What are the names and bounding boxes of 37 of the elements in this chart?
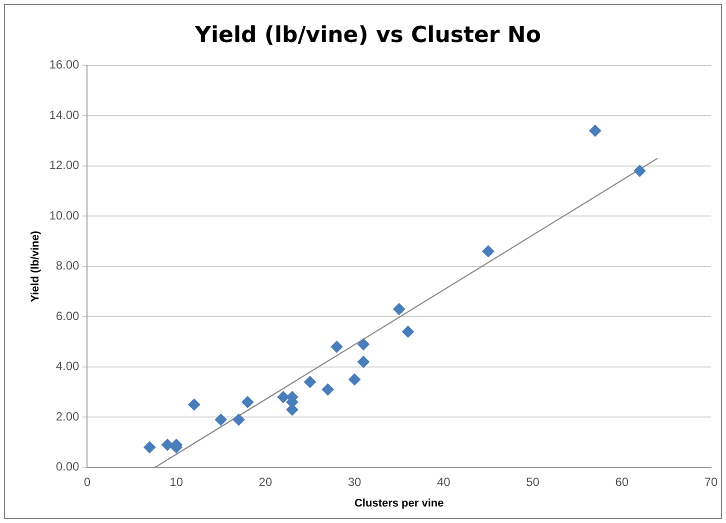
point — [214, 414, 227, 426]
chart-title: Yield (lb/vine) vs Cluster No — [194, 22, 541, 48]
point — [393, 303, 406, 316]
y-tick-label: 16.00 — [49, 58, 80, 72]
point — [322, 384, 334, 396]
y-tick-label: 0.00 — [56, 460, 80, 474]
x-tick-label: 40 — [436, 474, 451, 489]
point — [402, 326, 414, 338]
y-tick-label: 8.00 — [56, 258, 80, 273]
y-tick-label: 12.00 — [49, 158, 80, 172]
x-tick-label: 70 — [704, 474, 718, 489]
y-tick-label: 6.00 — [56, 308, 80, 323]
point — [188, 398, 200, 411]
y-tick-label: 10.00 — [49, 208, 80, 222]
x-tick-label: 30 — [348, 474, 362, 489]
x-tick-label: 10 — [170, 474, 184, 489]
point — [330, 340, 343, 353]
x-tick-label: 0 — [84, 474, 91, 489]
y-tick-label: 14.00 — [49, 108, 80, 122]
x-axis-title: Clusters per vine — [354, 497, 444, 510]
point — [482, 245, 494, 258]
point — [348, 373, 361, 386]
point — [144, 441, 156, 454]
x-tick-label: 20 — [258, 474, 272, 489]
y-tick-label: 2.00 — [56, 409, 80, 424]
point — [634, 164, 646, 177]
point — [304, 376, 316, 388]
point — [357, 356, 370, 368]
x-tick-label: 50 — [526, 474, 540, 489]
y-axis-title: Yield (lb/vine) — [30, 230, 42, 302]
y-tick-label: 4.00 — [56, 359, 80, 374]
point — [242, 396, 254, 408]
point — [277, 391, 290, 404]
point — [357, 338, 370, 350]
point — [232, 414, 245, 426]
x-tick-label: 60 — [615, 474, 629, 489]
point — [589, 124, 602, 137]
